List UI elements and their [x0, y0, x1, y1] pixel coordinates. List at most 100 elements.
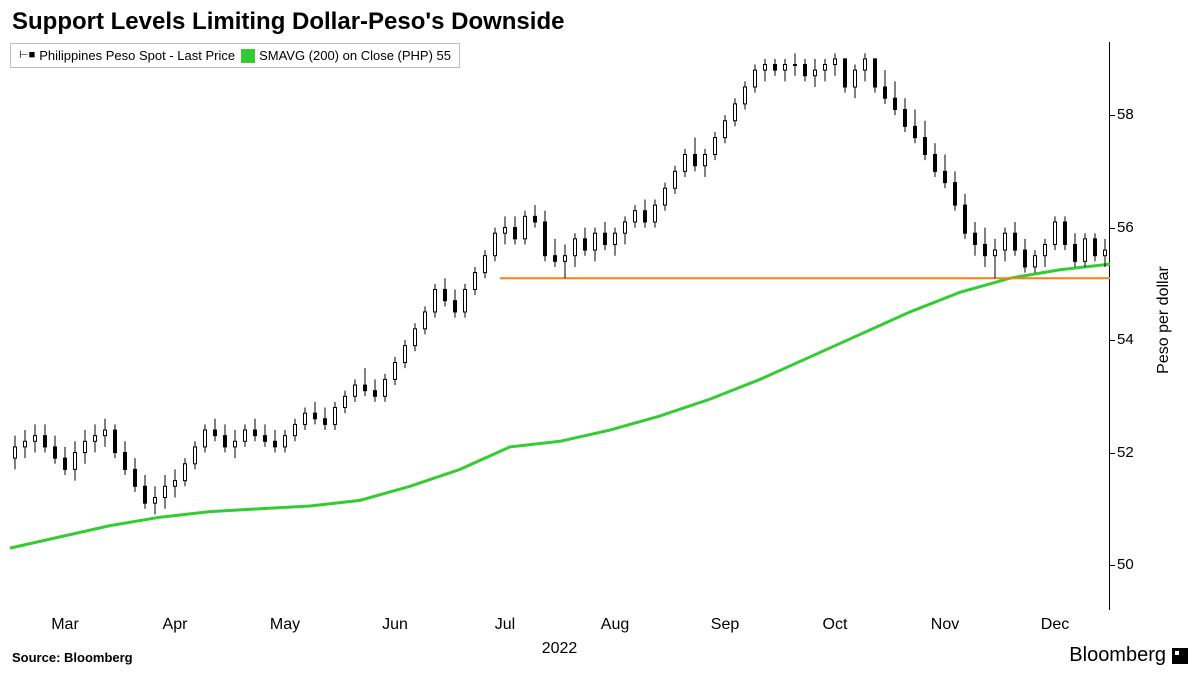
- candle-body: [1074, 244, 1077, 261]
- candle-body: [424, 312, 427, 329]
- candle-body: [704, 154, 707, 165]
- candle-body: [274, 441, 277, 447]
- candle-body: [224, 436, 227, 447]
- chart-plot-area: 5052545658 MarAprMayJunJulAugSepOctNovDe…: [10, 42, 1110, 610]
- candle-body: [964, 205, 967, 233]
- brand-logo: Bloomberg: [1069, 644, 1188, 667]
- candle-body: [184, 464, 187, 481]
- candle-body: [264, 436, 267, 442]
- candle-body: [114, 430, 117, 452]
- brand-icon: [1172, 648, 1188, 664]
- candle-body: [534, 216, 537, 222]
- x-tick-label: Dec: [1041, 616, 1069, 634]
- candle-body: [334, 408, 337, 425]
- candle-body: [524, 216, 527, 238]
- candle-body: [444, 289, 447, 300]
- candle-body: [784, 64, 787, 70]
- candle-body: [954, 183, 957, 205]
- candle-body: [164, 486, 167, 497]
- x-tick-label: Jun: [382, 616, 408, 634]
- candle-body: [514, 228, 517, 239]
- candle-body: [584, 239, 587, 250]
- candle-body: [1034, 256, 1037, 267]
- candle-body: [404, 346, 407, 363]
- candle-body: [1064, 222, 1067, 244]
- candle-body: [1004, 233, 1007, 250]
- candle-body: [874, 59, 877, 87]
- candle-body: [644, 211, 647, 222]
- candle-body: [994, 250, 997, 256]
- y-tick-label: 56: [1117, 219, 1157, 236]
- x-tick-label: Nov: [931, 616, 959, 634]
- candle-body: [354, 385, 357, 396]
- candle-body: [1054, 222, 1057, 244]
- candle-body: [294, 424, 297, 435]
- candle-body: [854, 70, 857, 87]
- candle-body: [674, 171, 677, 188]
- candle-body: [544, 222, 547, 256]
- candle-body: [244, 430, 247, 441]
- candle-body: [204, 430, 207, 447]
- candle-body: [1024, 250, 1027, 267]
- candle-body: [1104, 250, 1107, 256]
- candle-body: [944, 171, 947, 182]
- candle-body: [124, 453, 127, 470]
- candle-body: [504, 228, 507, 234]
- y-tick-label: 52: [1117, 444, 1157, 461]
- candle-body: [304, 413, 307, 424]
- candle-body: [724, 121, 727, 138]
- candle-body: [624, 222, 627, 233]
- candle-body: [894, 98, 897, 109]
- candle-body: [464, 289, 467, 311]
- candle-body: [614, 233, 617, 244]
- candle-body: [824, 64, 827, 70]
- candle-body: [64, 458, 67, 469]
- chart-title: Support Levels Limiting Dollar-Peso's Do…: [12, 8, 564, 36]
- candle-body: [154, 498, 157, 504]
- y-tick-mark: [1109, 565, 1115, 566]
- candle-body: [214, 430, 217, 436]
- chart-svg: [10, 42, 1109, 610]
- candle-body: [314, 413, 317, 419]
- candle-body: [984, 244, 987, 255]
- candle-body: [434, 289, 437, 311]
- candle-body: [664, 188, 667, 205]
- candle-body: [1014, 233, 1017, 250]
- y-tick-mark: [1109, 228, 1115, 229]
- candle-body: [1094, 239, 1097, 256]
- y-tick-label: 58: [1117, 106, 1157, 123]
- candle-body: [94, 436, 97, 442]
- candle-body: [484, 256, 487, 273]
- x-tick-label: Jul: [495, 616, 515, 634]
- candle-body: [44, 436, 47, 447]
- candle-body: [834, 59, 837, 65]
- candle-body: [804, 64, 807, 75]
- candle-body: [554, 256, 557, 262]
- candle-body: [74, 453, 77, 470]
- x-tick-label: Apr: [163, 616, 188, 634]
- candle-body: [794, 64, 797, 65]
- brand-text: Bloomberg: [1069, 644, 1166, 667]
- candle-body: [1044, 244, 1047, 255]
- y-tick-label: 54: [1117, 331, 1157, 348]
- candle-body: [904, 109, 907, 126]
- candle-body: [104, 430, 107, 436]
- candle-body: [684, 154, 687, 171]
- candle-body: [754, 70, 757, 87]
- x-tick-label: May: [270, 616, 300, 634]
- candle-body: [574, 239, 577, 256]
- candle-body: [174, 481, 177, 487]
- candle-body: [934, 154, 937, 171]
- candle-body: [974, 233, 977, 244]
- y-axis-label: Peso per dollar: [1155, 266, 1173, 374]
- candle-body: [814, 70, 817, 76]
- x-tick-label: Aug: [601, 616, 629, 634]
- candle-body: [414, 329, 417, 346]
- x-tick-label: Oct: [823, 616, 848, 634]
- candle-body: [374, 391, 377, 397]
- candle-body: [564, 256, 567, 262]
- candle-body: [694, 154, 697, 165]
- source-label: Source: Bloomberg: [12, 650, 133, 665]
- candle-body: [14, 447, 17, 458]
- candle-body: [714, 138, 717, 155]
